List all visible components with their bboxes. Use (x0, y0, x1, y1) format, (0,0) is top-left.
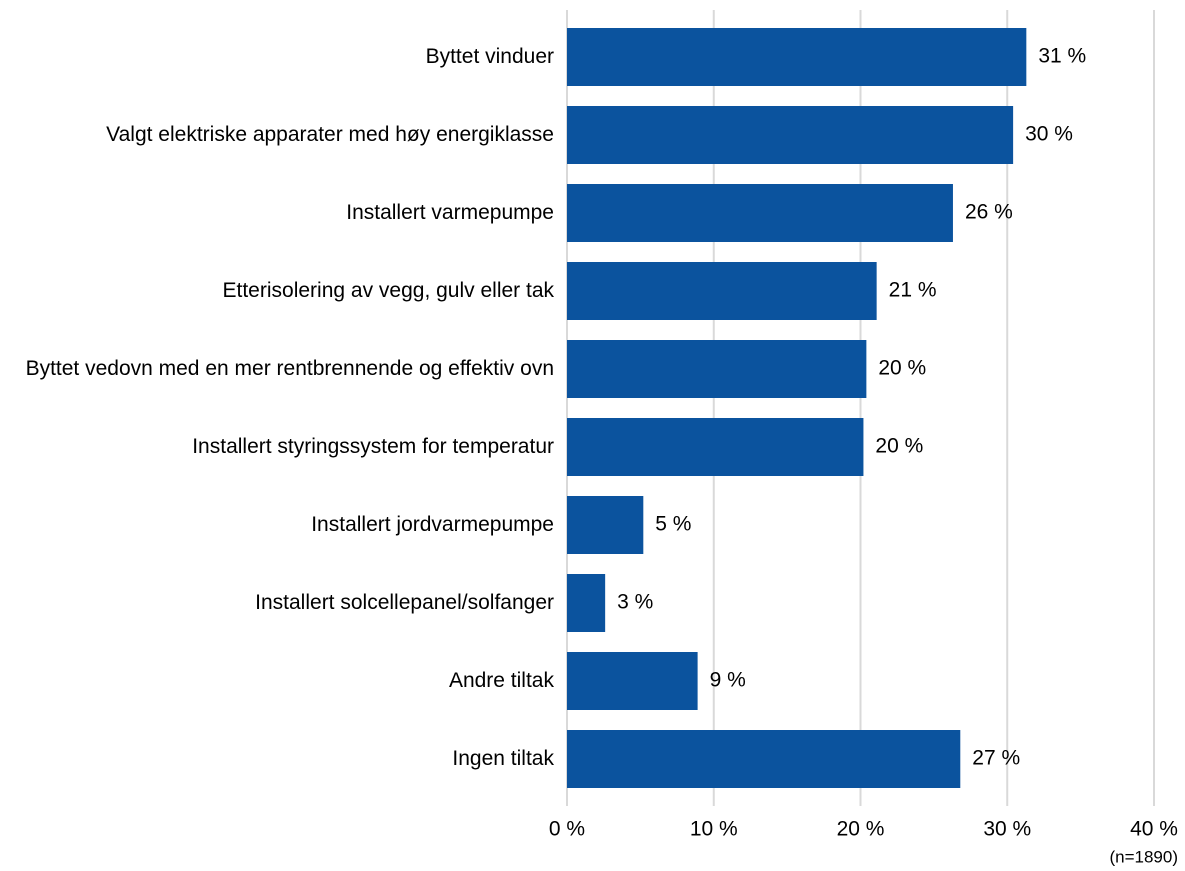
category-label: Installert varmepumpe (346, 201, 554, 224)
bar (567, 184, 953, 242)
x-tick-label: 40 % (1130, 818, 1178, 841)
bar (567, 28, 1027, 86)
value-label: 30 % (1025, 123, 1073, 146)
x-tick-label: 20 % (837, 818, 885, 841)
category-label-box: Etterisolering av vegg, gulv eller tak (4, 252, 555, 330)
value-label: 20 % (875, 435, 923, 458)
category-label-box: Ingen tiltak (4, 720, 554, 798)
category-label: Etterisolering av vegg, gulv eller tak (222, 279, 555, 302)
category-label-box: Installert solcellepanel/solfanger (4, 564, 554, 642)
value-label: 9 % (710, 669, 746, 692)
x-tick-label: 10 % (690, 818, 738, 841)
category-label: Andre tiltak (448, 669, 554, 692)
x-tick-label: 30 % (983, 818, 1031, 841)
category-label: Installert jordvarmepumpe (311, 513, 554, 536)
category-label: Installert styringssystem for temperatur (192, 435, 554, 458)
x-tick-label: 0 % (549, 818, 585, 841)
bar (567, 496, 644, 554)
bar (567, 730, 961, 788)
category-label-box: Andre tiltak (4, 642, 554, 720)
value-label: 3 % (617, 591, 653, 614)
category-label-box: Byttet vedovn med en mer rentbrennende o… (4, 330, 554, 408)
category-label-box: Installert jordvarmepumpe (4, 486, 554, 564)
bar (567, 106, 1014, 164)
bar (567, 652, 698, 710)
sample-note: (n=1890) (1109, 847, 1178, 866)
category-label: Valgt elektriske apparater med høy energ… (106, 123, 554, 146)
bar (567, 574, 606, 632)
value-label: 26 % (965, 201, 1013, 224)
value-label: 5 % (655, 513, 691, 536)
category-label: Installert solcellepanel/solfanger (255, 591, 554, 614)
category-label-box: Byttet vinduer (4, 18, 554, 96)
category-label: Byttet vinduer (425, 45, 554, 68)
value-label: 27 % (972, 747, 1020, 770)
bar (567, 262, 877, 320)
value-label: 21 % (889, 279, 937, 302)
category-label-box: Installert styringssystem for temperatur (4, 408, 554, 486)
category-label: Ingen tiltak (452, 747, 554, 770)
category-label-box: Installert varmepumpe (4, 174, 554, 252)
category-label: Byttet vedovn med en mer rentbrennende o… (25, 357, 554, 380)
bar (567, 418, 864, 476)
value-label: 31 % (1038, 45, 1086, 68)
value-label: 20 % (878, 357, 926, 380)
category-label-box: Valgt elektriske apparater med høy energ… (4, 96, 554, 174)
bar (567, 340, 867, 398)
